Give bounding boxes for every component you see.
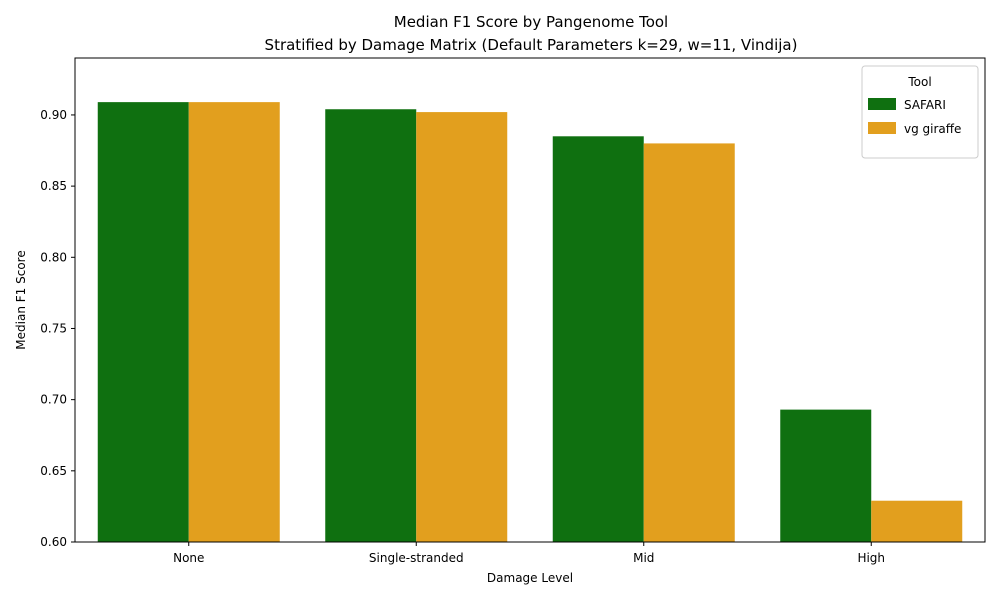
y-tick-label: 0.75 — [40, 321, 67, 335]
bar-safari-2 — [325, 109, 417, 542]
bars-layer — [97, 102, 963, 543]
x-tick-label: Single-stranded — [369, 551, 464, 565]
legend-label: vg giraffe — [904, 122, 961, 136]
legend-swatch — [868, 122, 896, 134]
legend-label: SAFARI — [904, 98, 946, 112]
x-axis-label: Damage Level — [487, 571, 573, 585]
bar-vg-giraffe-2 — [416, 112, 508, 542]
chart-title: Median F1 Score by Pangenome Tool — [394, 13, 668, 31]
y-tick-label: 0.60 — [40, 535, 67, 549]
bar-vg-giraffe-1 — [188, 102, 280, 543]
bar-safari-3 — [552, 136, 644, 542]
y-tick-label: 0.65 — [40, 464, 67, 478]
bar-safari-4 — [780, 409, 872, 542]
bar-vg-giraffe-4 — [871, 500, 963, 542]
y-tick-label: 0.80 — [40, 250, 67, 264]
bar-vg-giraffe-3 — [643, 143, 735, 543]
bar-safari-1 — [97, 102, 189, 543]
y-axis-label: Median F1 Score — [14, 250, 28, 349]
plot-frame — [74, 57, 986, 543]
y-tick-label: 0.70 — [40, 393, 67, 407]
chart-subtitle: Stratified by Damage Matrix (Default Par… — [265, 36, 798, 54]
x-tick-label: Mid — [633, 551, 654, 565]
legend-box — [861, 65, 979, 159]
y-tick-label: 0.85 — [40, 179, 67, 193]
x-tick-label: High — [857, 551, 885, 565]
x-tick-label: None — [173, 551, 204, 565]
legend-title: Tool — [907, 75, 931, 89]
legend-swatch — [868, 98, 896, 110]
legend: Tool SAFARI vg giraffe — [861, 65, 979, 159]
y-tick-label: 0.90 — [40, 108, 67, 122]
axes-layer: None Single-stranded Mid High 0.60 0.65 0.70 0.… — [40, 57, 986, 565]
